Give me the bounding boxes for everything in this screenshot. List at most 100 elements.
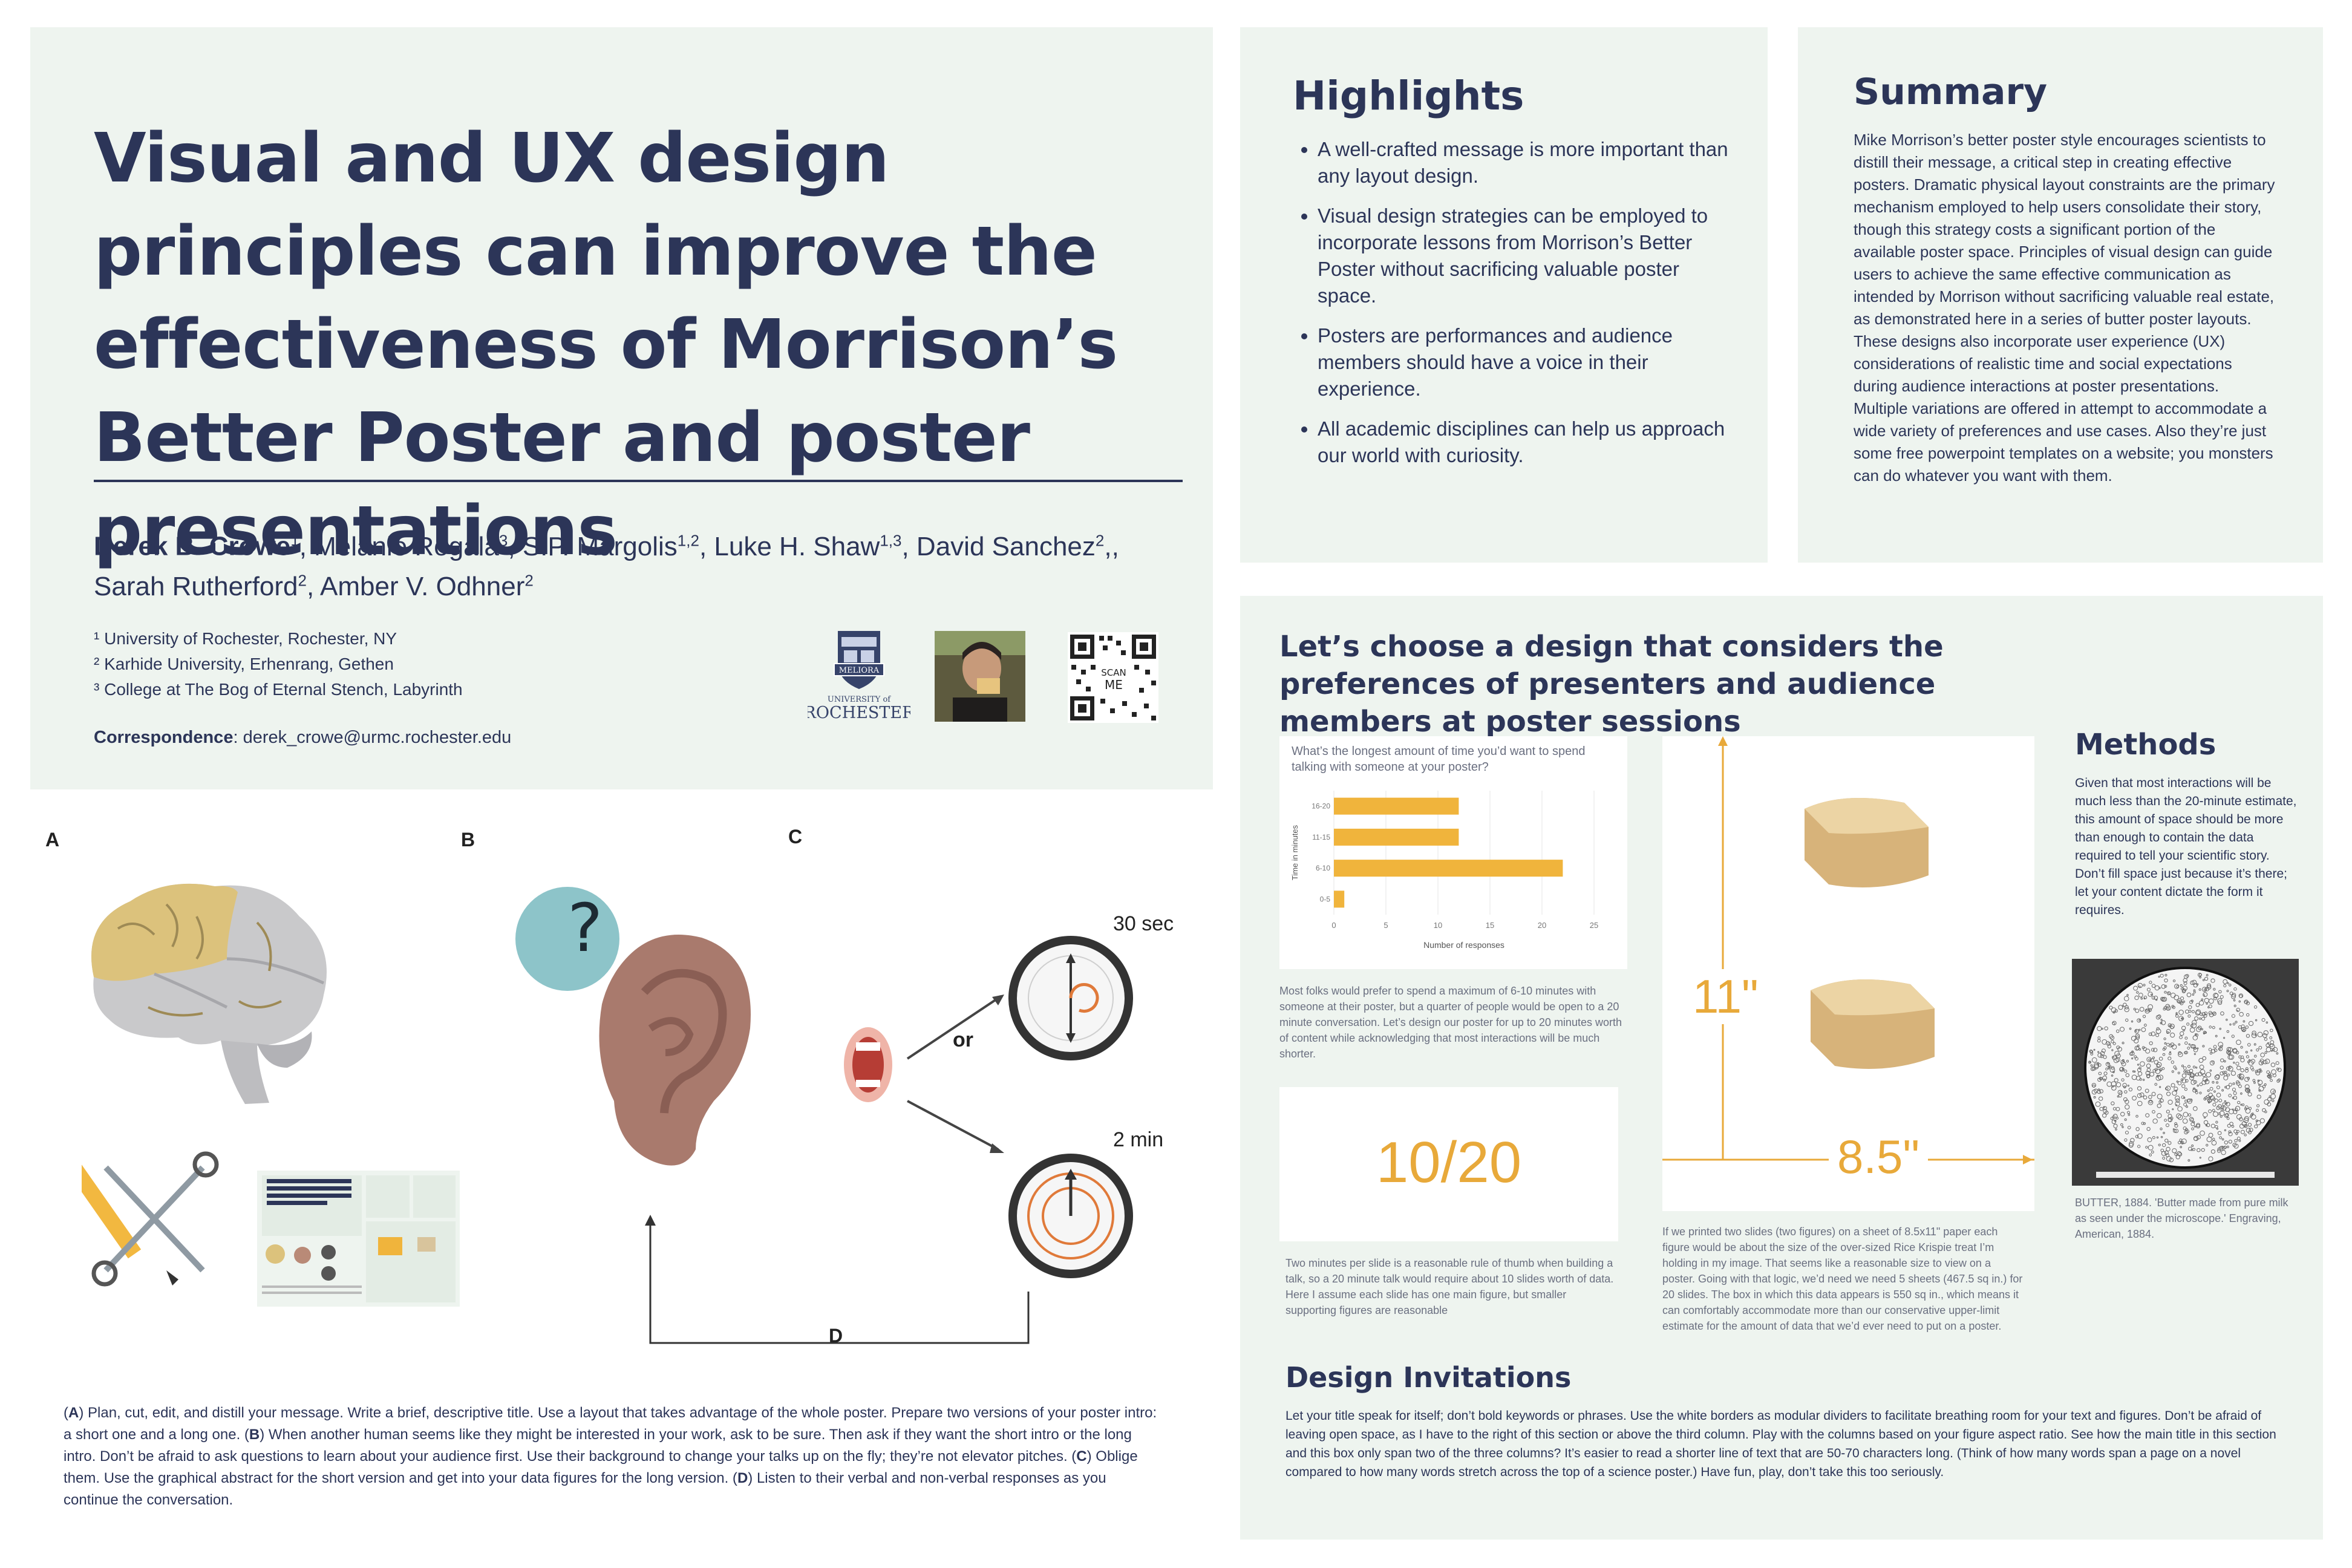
butter-globule	[2180, 1031, 2184, 1036]
butter-globule	[2249, 1116, 2252, 1118]
butter-globule	[2196, 983, 2199, 986]
butter-globule	[2209, 1099, 2212, 1102]
butter-globule	[2169, 1157, 2174, 1163]
chart-title: What’s the longest amount of time you’d …	[1292, 745, 1586, 774]
short-clock-icon	[1008, 936, 1133, 1060]
chart-bar	[1334, 797, 1459, 815]
butter-globule	[2270, 1050, 2273, 1052]
logo-motto: MELIORA	[839, 666, 880, 675]
butter-globule	[2160, 1135, 2163, 1138]
butter-globule	[2211, 1049, 2216, 1054]
butter-globule	[2165, 1123, 2169, 1128]
butter-globule	[2233, 1109, 2238, 1114]
butter-globule	[2147, 1137, 2152, 1143]
highlights-title: Highlights	[1293, 73, 1524, 119]
butter-globule	[2181, 1095, 2184, 1099]
butter-globule	[2105, 1040, 2111, 1046]
butter-globule	[2090, 1064, 2093, 1067]
butter-globule	[2167, 1141, 2172, 1145]
butter-globule	[2167, 1056, 2172, 1060]
butter-globule	[2166, 1028, 2171, 1034]
correspondence-email[interactable]: derek_crowe@urmc.rochester.edu	[243, 728, 512, 747]
butter-globule	[2187, 1159, 2190, 1162]
butter-globule	[2203, 994, 2206, 997]
butter-globule	[2258, 1089, 2261, 1092]
butter-globule	[2202, 979, 2205, 981]
logo-university-of: UNIVERSITY of	[828, 695, 891, 704]
butter-globule	[2135, 1030, 2137, 1032]
butter-globule	[2211, 1140, 2217, 1146]
butter-globule	[2152, 1119, 2158, 1124]
butter-globule	[2162, 1047, 2166, 1051]
pencil-scissors-icon	[82, 1151, 219, 1287]
butter-globule	[2161, 1151, 2166, 1156]
butter-globule	[2212, 1111, 2218, 1117]
butter-globule	[2197, 1135, 2201, 1140]
butter-globule	[2167, 1114, 2172, 1119]
butter-globule	[2227, 1054, 2233, 1060]
butter-globule	[2169, 1052, 2172, 1056]
butter-globule	[2097, 1036, 2101, 1040]
butter-globule	[2247, 1043, 2251, 1047]
butter-globule	[2174, 984, 2180, 989]
butter-globule	[2238, 1084, 2242, 1088]
butter-globule	[2156, 1027, 2160, 1031]
butter-globule	[2111, 1049, 2114, 1051]
butter-globule	[2199, 1157, 2201, 1159]
butter-globule	[2187, 1047, 2190, 1050]
butter-globule	[2148, 1095, 2152, 1099]
butter-globule	[2162, 1053, 2166, 1056]
butter-globule	[2125, 1131, 2129, 1135]
butter-globule	[2108, 1067, 2110, 1070]
butter-globule	[2224, 1100, 2227, 1103]
butter-globule	[2190, 1118, 2194, 1122]
chart-bar	[1334, 890, 1345, 908]
butter-globule	[2276, 1079, 2280, 1083]
butter-globule	[2270, 1079, 2273, 1082]
butter-globule	[2256, 1108, 2259, 1112]
butter-globule	[2153, 1048, 2158, 1053]
butter-globule	[2120, 1123, 2123, 1126]
qr-code[interactable]: SCAN ME	[1068, 632, 1158, 723]
chart-x-tick-label: 25	[1590, 921, 1598, 930]
paper-size-diagram	[1662, 736, 2034, 1165]
butter-globule	[2125, 1073, 2129, 1077]
butter-globule	[2192, 993, 2195, 996]
butter-globule	[2145, 1146, 2148, 1149]
butter-globule	[2224, 1129, 2226, 1131]
butter-globule	[2155, 1068, 2161, 1074]
butter-globule	[2224, 1113, 2229, 1118]
butter-globule	[2203, 1120, 2209, 1125]
long-time-label: 2 min	[1113, 1128, 1164, 1151]
butter-globule	[2186, 1105, 2188, 1108]
affiliation-1: ¹ University of Rochester, Rochester, NY	[94, 629, 397, 648]
butter-globule	[2154, 1068, 2158, 1071]
butter-globule	[2193, 1135, 2199, 1142]
butter-globule	[2160, 1148, 2164, 1152]
butter-globule	[2166, 1085, 2171, 1091]
butter-globule	[2094, 1062, 2099, 1068]
butter-globule	[2229, 984, 2232, 987]
coauthor-affiliation: 1,2	[677, 531, 699, 549]
butter-globule	[2238, 1073, 2244, 1079]
butter-globule	[2204, 976, 2209, 981]
butter-globule	[2177, 1071, 2180, 1074]
brain-illustration	[91, 883, 327, 1104]
coauthor-name: , Amber V. Odhner	[307, 572, 525, 602]
butter-globule	[2270, 1062, 2276, 1067]
butter-globule	[2121, 1061, 2126, 1067]
butter-globule	[2252, 1030, 2256, 1036]
butter-globule	[2192, 1148, 2196, 1151]
butter-globule	[2180, 984, 2183, 987]
qr-me-text: ME	[1105, 678, 1123, 692]
butter-globule	[2111, 1040, 2114, 1044]
butter-globule	[2166, 1091, 2171, 1096]
butter-globule	[2152, 1136, 2155, 1139]
butter-globule	[2232, 1022, 2236, 1026]
butter-globule	[2164, 1138, 2169, 1143]
butter-globule	[2105, 1067, 2108, 1071]
butter-globule	[2192, 1035, 2198, 1040]
butter-globule	[2146, 1057, 2152, 1062]
butter-globule	[2124, 1090, 2128, 1094]
butter-globule	[2264, 1083, 2267, 1086]
